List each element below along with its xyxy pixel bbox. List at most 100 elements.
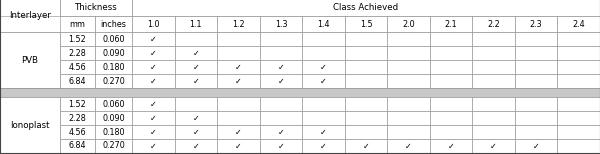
Bar bbox=[302, 139, 345, 153]
Bar bbox=[260, 60, 302, 74]
Bar bbox=[132, 139, 175, 153]
Bar bbox=[387, 32, 430, 46]
Bar bbox=[60, 46, 95, 60]
Bar bbox=[60, 139, 95, 153]
Text: 0.090: 0.090 bbox=[102, 113, 125, 122]
Text: Thickness: Thickness bbox=[74, 2, 118, 12]
Bar bbox=[0, 125, 60, 139]
Text: Class Achieved: Class Achieved bbox=[334, 2, 398, 12]
Bar bbox=[302, 16, 345, 32]
Bar bbox=[515, 74, 557, 88]
Text: 6.84: 6.84 bbox=[68, 77, 86, 85]
Text: 0.060: 0.060 bbox=[102, 34, 125, 44]
Bar bbox=[95, 111, 132, 125]
Text: ✓: ✓ bbox=[320, 128, 327, 136]
Bar bbox=[557, 97, 600, 111]
Bar bbox=[302, 60, 345, 74]
Bar bbox=[515, 111, 557, 125]
Bar bbox=[60, 97, 95, 111]
Text: ✓: ✓ bbox=[150, 77, 157, 85]
Bar bbox=[515, 16, 557, 32]
Text: Interlayer: Interlayer bbox=[9, 10, 51, 20]
Text: ✓: ✓ bbox=[193, 63, 199, 71]
Bar bbox=[132, 16, 175, 32]
Text: 1.4: 1.4 bbox=[317, 20, 330, 28]
Text: 2.0: 2.0 bbox=[402, 20, 415, 28]
Text: 1.52: 1.52 bbox=[68, 34, 86, 44]
Bar bbox=[430, 111, 472, 125]
Bar bbox=[0, 74, 60, 88]
Text: 0.180: 0.180 bbox=[102, 63, 125, 71]
Bar bbox=[95, 139, 132, 153]
Text: 6.84: 6.84 bbox=[68, 142, 86, 150]
Text: 0.090: 0.090 bbox=[102, 49, 125, 57]
Bar bbox=[0, 32, 60, 88]
Bar bbox=[132, 74, 175, 88]
Bar bbox=[132, 32, 175, 46]
Bar bbox=[430, 125, 472, 139]
Text: inches: inches bbox=[100, 20, 127, 28]
Text: ✓: ✓ bbox=[150, 34, 157, 44]
Bar bbox=[557, 111, 600, 125]
Bar bbox=[132, 0, 600, 16]
Text: ✓: ✓ bbox=[150, 128, 157, 136]
Text: 0.180: 0.180 bbox=[102, 128, 125, 136]
Bar bbox=[0, 97, 60, 111]
Bar bbox=[515, 97, 557, 111]
Bar bbox=[60, 125, 95, 139]
Bar bbox=[472, 139, 515, 153]
Bar bbox=[302, 46, 345, 60]
Text: 2.2: 2.2 bbox=[487, 20, 500, 28]
Bar bbox=[387, 60, 430, 74]
Bar bbox=[0, 32, 60, 46]
Bar bbox=[260, 125, 302, 139]
Bar bbox=[60, 111, 95, 125]
Bar bbox=[217, 46, 260, 60]
Bar bbox=[472, 74, 515, 88]
Bar bbox=[557, 16, 600, 32]
Bar bbox=[430, 32, 472, 46]
Bar bbox=[175, 125, 217, 139]
Text: ✓: ✓ bbox=[235, 77, 242, 85]
Bar bbox=[302, 32, 345, 46]
Text: ✓: ✓ bbox=[193, 49, 199, 57]
Bar bbox=[217, 97, 260, 111]
Text: 1.52: 1.52 bbox=[68, 99, 86, 109]
Text: 1.3: 1.3 bbox=[275, 20, 287, 28]
Bar bbox=[260, 32, 302, 46]
Text: 1.5: 1.5 bbox=[359, 20, 373, 28]
Bar bbox=[132, 60, 175, 74]
Bar bbox=[557, 125, 600, 139]
Bar bbox=[217, 125, 260, 139]
Text: 2.3: 2.3 bbox=[530, 20, 542, 28]
Text: 2.1: 2.1 bbox=[445, 20, 457, 28]
Text: ✓: ✓ bbox=[448, 142, 454, 150]
Bar bbox=[557, 139, 600, 153]
Text: ✓: ✓ bbox=[235, 63, 242, 71]
Bar bbox=[302, 111, 345, 125]
Bar bbox=[387, 125, 430, 139]
Bar bbox=[60, 32, 95, 46]
Text: PVB: PVB bbox=[22, 55, 38, 65]
Bar bbox=[0, 139, 60, 153]
Bar bbox=[260, 46, 302, 60]
Bar bbox=[430, 74, 472, 88]
Text: ✓: ✓ bbox=[193, 128, 199, 136]
Bar bbox=[175, 97, 217, 111]
Text: ✓: ✓ bbox=[278, 142, 284, 150]
Bar bbox=[175, 74, 217, 88]
Bar bbox=[0, 60, 60, 74]
Bar bbox=[175, 32, 217, 46]
Bar bbox=[0, 0, 600, 16]
Bar bbox=[345, 74, 387, 88]
Text: ✓: ✓ bbox=[193, 142, 199, 150]
Bar bbox=[217, 139, 260, 153]
Bar bbox=[387, 74, 430, 88]
Bar bbox=[132, 97, 175, 111]
Bar bbox=[515, 125, 557, 139]
Bar bbox=[430, 46, 472, 60]
Bar bbox=[515, 32, 557, 46]
Bar bbox=[345, 32, 387, 46]
Bar bbox=[387, 46, 430, 60]
Bar bbox=[387, 111, 430, 125]
